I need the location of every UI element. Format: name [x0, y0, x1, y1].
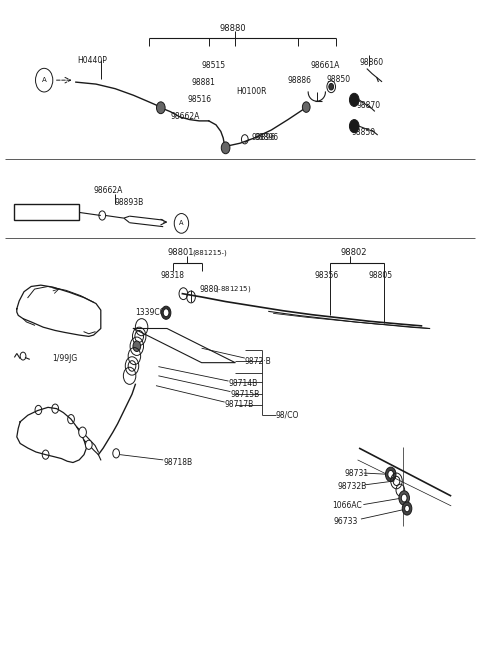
- Text: 98732B: 98732B: [338, 482, 367, 491]
- Text: 98896: 98896: [252, 133, 276, 143]
- Text: 98662A: 98662A: [94, 186, 123, 195]
- Text: 98662A: 98662A: [170, 112, 200, 122]
- Circle shape: [85, 440, 92, 449]
- Text: 98661A: 98661A: [310, 60, 339, 70]
- Text: 98356: 98356: [314, 271, 339, 281]
- Text: H0100R: H0100R: [236, 87, 267, 97]
- Text: 98850: 98850: [351, 128, 375, 137]
- Text: 98880: 98880: [220, 24, 246, 33]
- Text: $\cdot$(-881215): $\cdot$(-881215): [213, 284, 252, 294]
- Text: 98896: 98896: [254, 133, 278, 143]
- Text: 98318: 98318: [161, 271, 185, 281]
- Text: 98870: 98870: [356, 101, 380, 110]
- Circle shape: [399, 491, 409, 505]
- Text: 1339CC: 1339CC: [135, 308, 165, 317]
- Circle shape: [385, 467, 396, 482]
- Text: 98860: 98860: [359, 58, 383, 67]
- Circle shape: [401, 494, 407, 502]
- Text: 96733: 96733: [334, 516, 358, 526]
- Text: RSVR TANK: RSVR TANK: [26, 209, 67, 215]
- Text: 98881: 98881: [192, 78, 216, 87]
- Text: 98805: 98805: [369, 271, 393, 281]
- Circle shape: [349, 120, 359, 133]
- Text: 98850: 98850: [326, 75, 350, 84]
- Text: 9880: 9880: [199, 284, 218, 294]
- Text: 9872·B: 9872·B: [245, 357, 272, 366]
- Circle shape: [156, 102, 165, 114]
- Circle shape: [402, 502, 412, 515]
- Text: 98715B: 98715B: [230, 390, 260, 399]
- Text: 98718B: 98718B: [163, 458, 192, 467]
- Text: 98516: 98516: [187, 95, 211, 104]
- Text: 1066AC: 1066AC: [332, 501, 362, 510]
- Text: 98886: 98886: [288, 76, 312, 85]
- Circle shape: [161, 306, 171, 319]
- FancyBboxPatch shape: [14, 204, 79, 220]
- Text: A: A: [179, 220, 184, 227]
- Text: 98802: 98802: [341, 248, 367, 258]
- Circle shape: [133, 341, 141, 351]
- Circle shape: [79, 427, 86, 438]
- Text: H0440P: H0440P: [77, 56, 107, 65]
- Circle shape: [405, 505, 409, 512]
- Text: 98893B: 98893B: [114, 198, 144, 207]
- Circle shape: [388, 470, 394, 478]
- Text: 98/CO: 98/CO: [276, 411, 300, 420]
- Circle shape: [302, 102, 310, 112]
- Text: 98801: 98801: [167, 248, 193, 258]
- Circle shape: [329, 83, 334, 90]
- Text: (881215-): (881215-): [192, 250, 227, 256]
- Circle shape: [163, 309, 169, 317]
- Text: 98714B: 98714B: [228, 379, 258, 388]
- Text: 98717B: 98717B: [225, 400, 254, 409]
- Text: A: A: [42, 77, 47, 83]
- Circle shape: [221, 142, 230, 154]
- Text: 98515: 98515: [202, 61, 226, 70]
- Text: 1/99JG: 1/99JG: [52, 353, 77, 363]
- Circle shape: [349, 93, 359, 106]
- Text: 98731: 98731: [345, 468, 369, 478]
